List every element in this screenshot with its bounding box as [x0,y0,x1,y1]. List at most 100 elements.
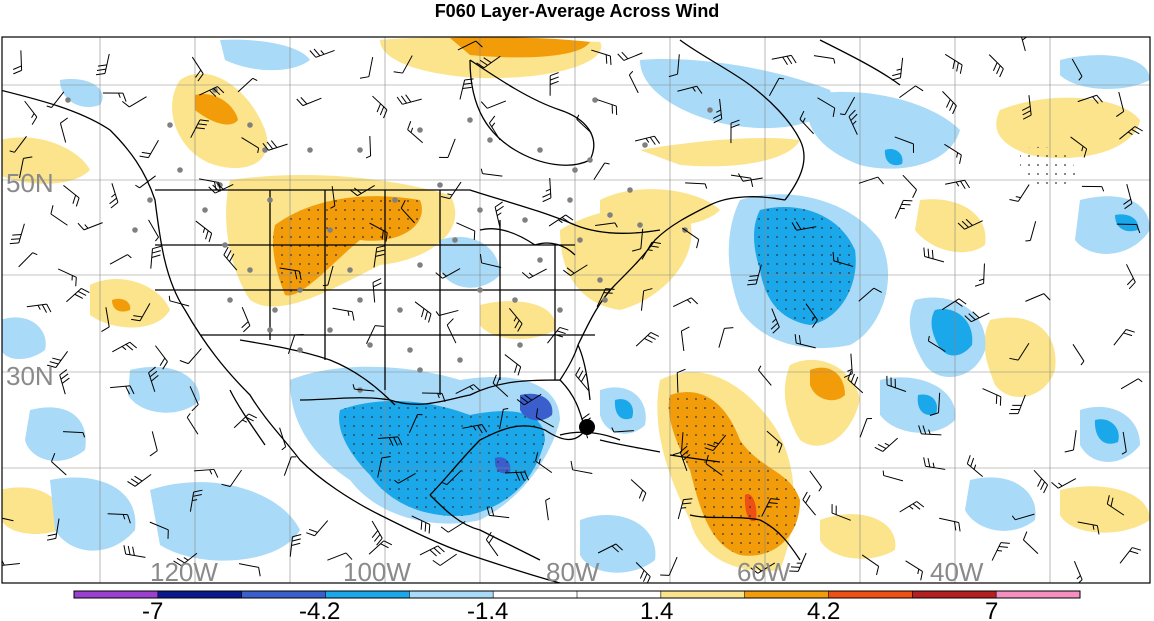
wind-barb [262,140,288,151]
anomaly-region [810,367,845,401]
station-dot [407,347,413,353]
coastline [577,196,786,346]
anomaly-region [580,514,656,573]
wind-barb [899,85,924,99]
colorbar [73,590,1081,599]
colorbar-label-neg4-2: -4.2 [299,598,340,621]
wind-barb [123,545,146,558]
wind-barb [168,295,190,307]
coastline [155,189,661,234]
wind-barb [535,408,555,428]
wind-barb [155,345,168,370]
wind-barb [309,48,335,58]
wind-barb [747,264,762,286]
station-dot [537,257,543,263]
wind-barb [923,247,945,263]
wind-barb [50,205,68,226]
wind-barb [771,54,797,65]
station-dot [222,242,228,248]
wind-barb [770,308,780,334]
wind-barb [632,228,644,252]
wind-barb [1081,185,1105,192]
wind-barb [1025,293,1051,302]
station-dot [307,147,313,153]
wind-barb [102,92,127,102]
wind-barb [241,137,260,154]
anomaly-region [931,309,973,356]
wind-barb [1119,126,1143,140]
wind-barb [289,534,302,557]
wind-barb [942,91,957,115]
coastline [689,514,801,561]
colorbar-segment [828,591,913,598]
anomaly-region [60,79,103,108]
station-dot [512,297,518,303]
wind-barb [150,245,162,269]
wind-barb [372,95,388,119]
wind-barb [189,386,199,412]
wind-barb [322,265,334,287]
wind-barb [635,332,660,347]
wind-barb [1011,513,1035,521]
wind-barb [918,425,942,436]
anomaly-region [1115,214,1139,232]
wind-barb [570,460,593,474]
wind-barb [761,498,780,517]
station-dot [517,342,523,348]
station-dot [587,157,593,163]
wind-barb [24,100,38,125]
wind-barb [1119,547,1142,564]
station-dot [642,142,648,148]
wind-barb [457,40,483,51]
wind-barb [373,245,386,268]
wind-barb [59,117,69,143]
wind-barb [641,241,661,260]
anomaly-region [1060,486,1150,533]
wind-barb [660,556,678,576]
anomaly-region [520,393,553,421]
anomaly-region [640,59,832,129]
wind-barb [548,214,574,227]
wind-barb [407,121,424,144]
colorbar-segment [409,591,494,598]
wind-barb [991,542,1010,561]
wind-barb [279,427,287,451]
wind-barb [190,119,209,138]
coastline [429,494,541,561]
coastline [679,39,805,201]
anomaly-region [2,137,90,184]
wind-barb [799,110,814,135]
station-dot [132,227,138,233]
coastlines [2,39,901,583]
wind-barb [199,178,221,192]
wind-barb [194,468,219,478]
wind-barb [944,53,963,74]
longitude-label-100w: 100W [343,557,411,587]
wind-barb [377,455,391,478]
wind-barb [563,264,588,277]
wind-barb [593,162,610,181]
wind-barb [730,174,754,187]
wind-barb [791,221,817,231]
wind-barb [440,181,462,200]
wind-barb [208,182,234,194]
wind-barb [9,223,25,245]
station-dot [347,267,353,273]
wind-barb [77,222,103,231]
colorbar-segment [660,591,746,598]
wind-barb [758,365,772,386]
wind-barb [195,220,213,243]
wind-barb [596,288,615,307]
wind-barb [789,552,807,572]
wind-barb [508,307,523,332]
wind-barb [988,54,1004,78]
wind-barb [705,454,723,476]
wind-barb [480,168,503,177]
wind-barb [1113,329,1135,346]
wind-barb [813,55,836,64]
anomaly-region [820,514,896,559]
wind-barb [894,199,913,219]
wind-barb [352,384,375,392]
wind-barb [107,513,131,524]
station-dot [417,367,423,373]
